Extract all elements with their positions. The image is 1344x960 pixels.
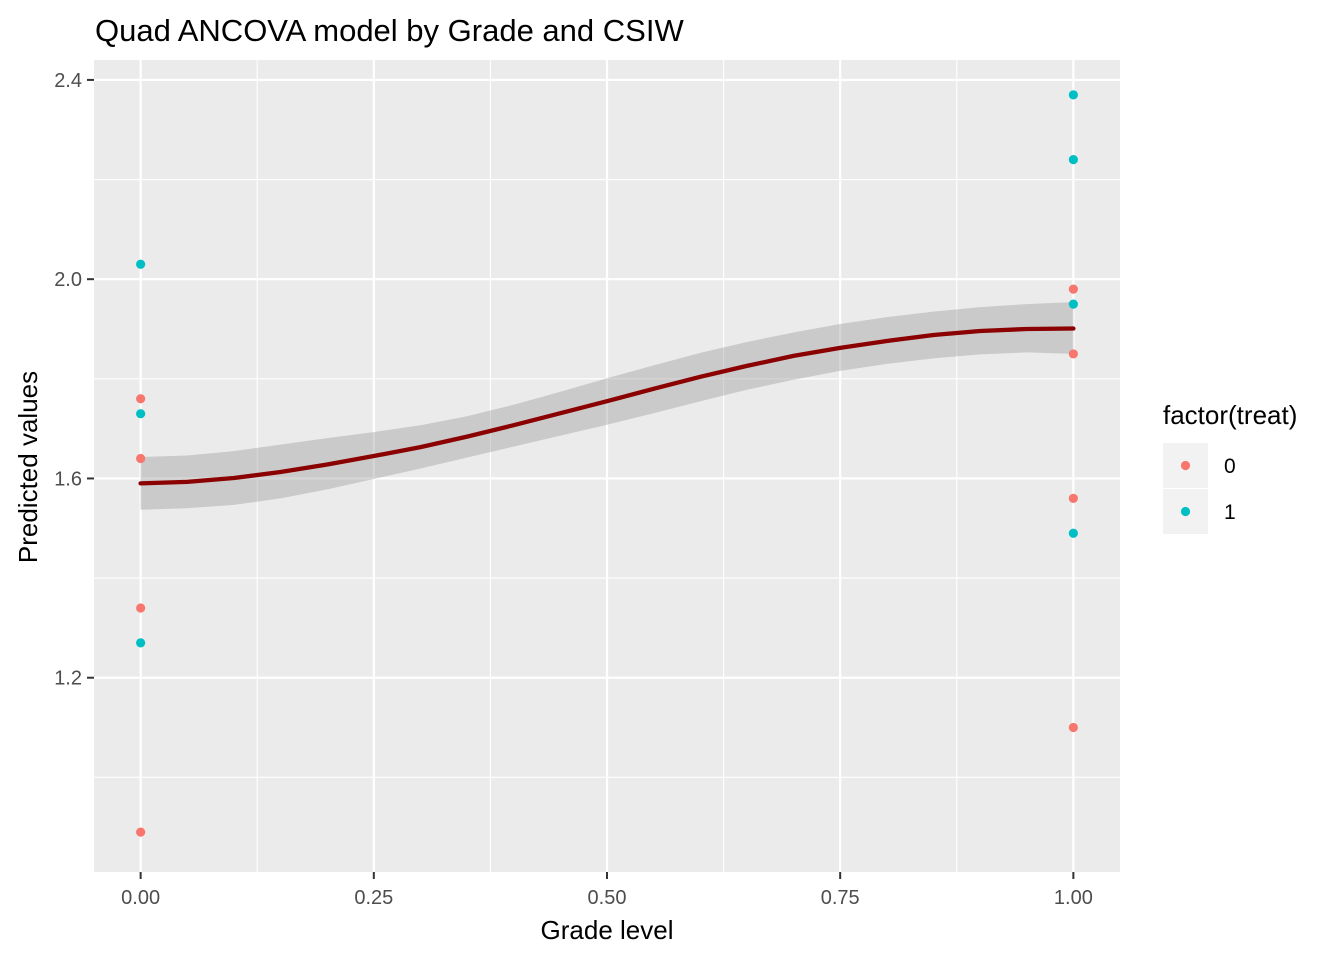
legend-title: factor(treat)	[1163, 400, 1297, 430]
x-tick-label-4: 1.00	[1054, 887, 1093, 909]
legend-label-0: 0	[1224, 455, 1236, 478]
x-tick-label-0: 0.00	[121, 887, 160, 909]
point-treat-1-3	[1068, 90, 1078, 100]
point-treat-0-7	[1068, 722, 1078, 733]
point-treat-1-6	[1068, 528, 1078, 538]
legend-swatch-0	[1180, 460, 1191, 471]
point-treat-0-2	[136, 603, 146, 613]
point-treat-0-3	[136, 827, 146, 837]
legend: factor(treat) 0 1	[1163, 400, 1297, 534]
point-treat-0-4	[1068, 284, 1078, 294]
point-treat-0-0	[136, 394, 146, 404]
y-axis-title: Predicted values	[13, 371, 43, 563]
legend-swatch-1	[1180, 506, 1191, 517]
point-treat-1-0	[136, 259, 146, 269]
point-treat-1-2	[136, 638, 146, 648]
y-tick-label-1: 1.6	[54, 468, 82, 490]
data-points	[136, 90, 1078, 837]
fit-line-layer	[138, 326, 1076, 486]
x-tick-label-2: 0.50	[588, 887, 627, 909]
x-tick-label-1: 0.25	[354, 887, 393, 909]
point-treat-0-5	[1068, 349, 1078, 359]
axes: 0.00 0.25 0.50 0.75 1.00 1.2 1.6 2.0 2.4	[54, 70, 1093, 909]
legend-label-1: 1	[1224, 501, 1236, 524]
major-gridlines	[94, 60, 1120, 872]
chart-title: Quad ANCOVA model by Grade and CSIW	[95, 13, 684, 48]
y-tick-label-3: 2.4	[54, 70, 82, 92]
point-treat-1-4	[1068, 155, 1078, 165]
point-treat-0-6	[1068, 493, 1078, 503]
y-tick-label-0: 1.2	[54, 668, 82, 690]
y-tick-label-2: 2.0	[54, 269, 82, 291]
fit-line	[138, 326, 1076, 486]
x-tick-label-3: 0.75	[821, 887, 860, 909]
point-treat-1-5	[1068, 299, 1078, 309]
point-treat-0-1	[136, 453, 146, 464]
x-axis-title: Grade level	[541, 915, 674, 945]
point-treat-1-1	[136, 409, 146, 419]
